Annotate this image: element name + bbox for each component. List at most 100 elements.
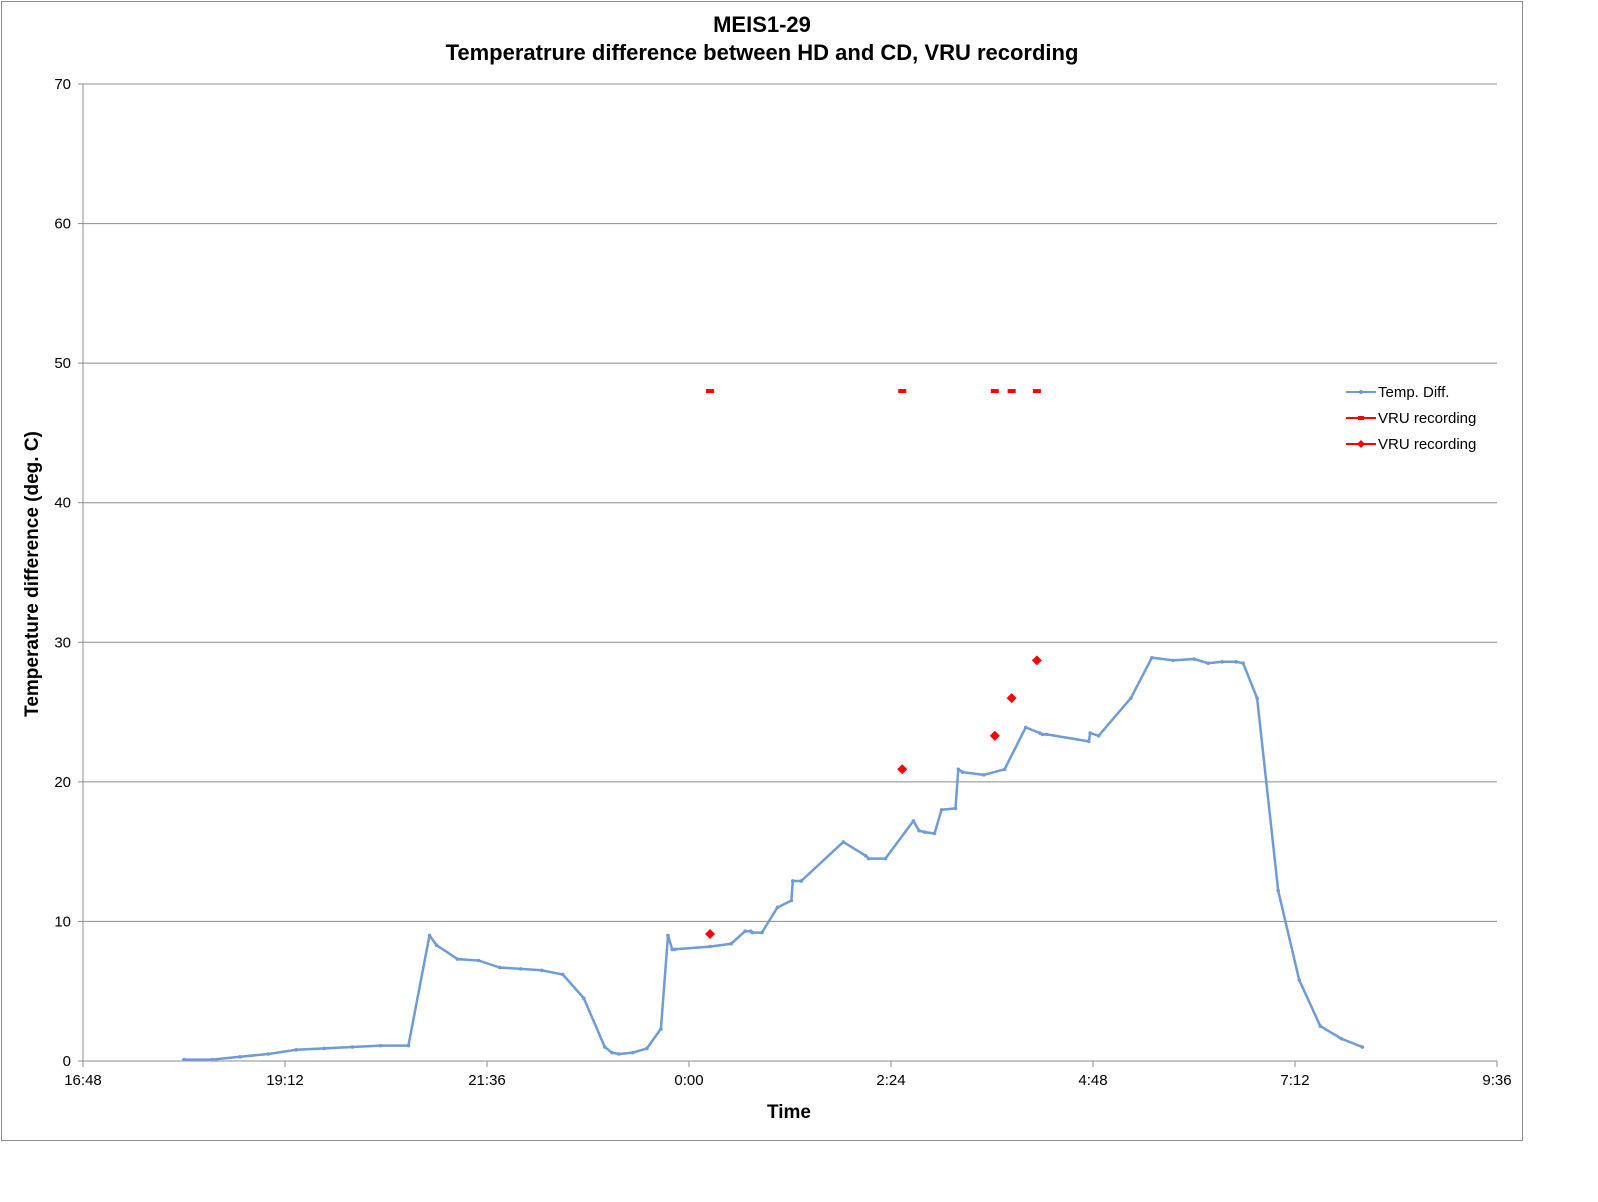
temp-diff-point <box>1276 888 1280 893</box>
x-tick-labels: 16:48 19:12 21:36 0:00 2:24 4:48 7:12 9:36 <box>64 1072 1511 1089</box>
legend-marker <box>1357 440 1365 448</box>
y-tick-label: 10 <box>54 913 71 930</box>
temp-diff-point <box>406 1043 411 1048</box>
temp-diff-point <box>603 1045 607 1049</box>
temp-diff-point <box>939 807 944 812</box>
temp-diff-point <box>932 831 937 836</box>
temp-diff-point <box>659 1027 663 1031</box>
axes <box>78 83 1498 1067</box>
temp-diff-point <box>1234 660 1238 664</box>
series-plot <box>182 389 1365 1062</box>
temp-diff-point <box>1040 732 1045 737</box>
temp-diff-point <box>956 767 961 772</box>
temp-diff-point <box>1241 661 1245 666</box>
temp-diff-point <box>1318 1024 1323 1028</box>
y-tick-label: 60 <box>54 216 71 233</box>
chart-title: MEIS1-29 <box>713 12 811 37</box>
temp-diff-point <box>1150 655 1154 660</box>
y-tick-label: 30 <box>54 634 71 651</box>
temp-diff-point <box>981 773 986 777</box>
x-tick-label: 19:12 <box>266 1072 304 1089</box>
temp-diff-point <box>322 1046 327 1051</box>
temp-diff-point <box>953 806 958 811</box>
y-tick-label: 20 <box>54 774 71 791</box>
temp-diff-point <box>350 1045 355 1049</box>
temp-diff-point <box>791 879 795 883</box>
x-tick-label: 0:00 <box>674 1072 703 1089</box>
temp-diff-point <box>1339 1036 1344 1041</box>
temp-diff-point <box>883 856 888 861</box>
temp-diff-point <box>182 1057 186 1062</box>
temp-diff-point <box>1129 696 1133 700</box>
legend-marker <box>1359 390 1363 394</box>
temp-diff-point <box>670 947 674 952</box>
y-tick-label: 0 <box>63 1053 71 1070</box>
temp-diff-point <box>750 930 754 935</box>
vru-diamond-marker <box>1031 655 1042 666</box>
temp-diff-point <box>760 930 764 935</box>
temp-diff-point <box>645 1046 649 1051</box>
temp-diff-point <box>922 830 927 834</box>
temp-diff-point <box>1002 767 1007 772</box>
temp-diff-point <box>294 1048 299 1052</box>
temp-diff-point <box>266 1052 270 1056</box>
temp-diff-point <box>455 957 460 961</box>
temp-diff-point <box>1044 732 1049 737</box>
vru-diamond-marker <box>1006 693 1017 704</box>
legend-marker <box>1358 416 1364 420</box>
temp-diff-point <box>911 819 916 823</box>
y-tick-label: 40 <box>54 495 71 512</box>
temp-diff-point <box>799 879 804 883</box>
temp-diff-point <box>1086 739 1091 744</box>
temp-diff-point <box>497 965 502 970</box>
x-axis-title: Time <box>767 1102 811 1123</box>
vru-diamond-marker <box>897 764 908 775</box>
temp-diff-point <box>378 1043 383 1048</box>
temp-diff-point <box>1297 978 1302 982</box>
vru-dash-marker <box>990 389 999 394</box>
temp-diff-point <box>1360 1045 1365 1049</box>
legend-label: VRU recording <box>1378 410 1476 427</box>
legend-label: Temp. Diff. <box>1378 384 1449 401</box>
y-axis-title: Temperature difference (deg. C) <box>22 431 43 717</box>
vru-dash-marker <box>706 389 715 394</box>
temp-diff-point <box>560 972 565 977</box>
temp-diff-point <box>617 1052 621 1056</box>
temp-diff-point <box>863 854 868 858</box>
y-tick-label: 70 <box>54 76 71 93</box>
temp-diff-point <box>841 840 846 844</box>
temp-diff-point <box>729 941 733 946</box>
vru-dash-marker <box>1032 389 1041 394</box>
temp-diff-line <box>184 656 1363 1061</box>
gridlines <box>83 83 1497 922</box>
temp-diff-point <box>434 943 439 947</box>
temp-diff-point <box>673 947 677 952</box>
temp-diff-point <box>427 933 432 938</box>
temp-diff-point <box>666 933 670 938</box>
temp-diff-point <box>1096 733 1101 738</box>
temp-diff-point <box>1088 731 1092 735</box>
x-tick-label: 4:48 <box>1078 1072 1107 1089</box>
temp-diff-point <box>631 1050 635 1055</box>
temp-diff-point <box>775 905 780 910</box>
temp-diff-point <box>743 929 747 933</box>
legend-label: VRU recording <box>1378 436 1476 453</box>
temp-diff-point <box>789 898 794 903</box>
x-tick-label: 7:12 <box>1280 1072 1309 1089</box>
temp-diff-point <box>1206 661 1210 666</box>
x-tick-label: 9:36 <box>1482 1072 1511 1089</box>
chart-area <box>1 1 1523 1141</box>
temp-diff-point <box>539 968 544 973</box>
vru-dash-marker <box>1007 389 1016 394</box>
x-tick-label: 16:48 <box>64 1072 102 1089</box>
temp-diff-point <box>1255 696 1259 700</box>
vru-diamond-marker <box>989 730 1000 741</box>
temp-diff-point <box>960 770 965 774</box>
temp-diff-point <box>1023 725 1028 730</box>
temp-diff-point <box>210 1057 214 1062</box>
x-tick-label: 21:36 <box>468 1072 506 1089</box>
chart-subtitle: Temperatrure difference between HD and C… <box>446 40 1079 65</box>
legend: Temp. Diff. VRU recording VRU recording <box>1346 384 1476 453</box>
temp-diff-point <box>917 828 921 833</box>
